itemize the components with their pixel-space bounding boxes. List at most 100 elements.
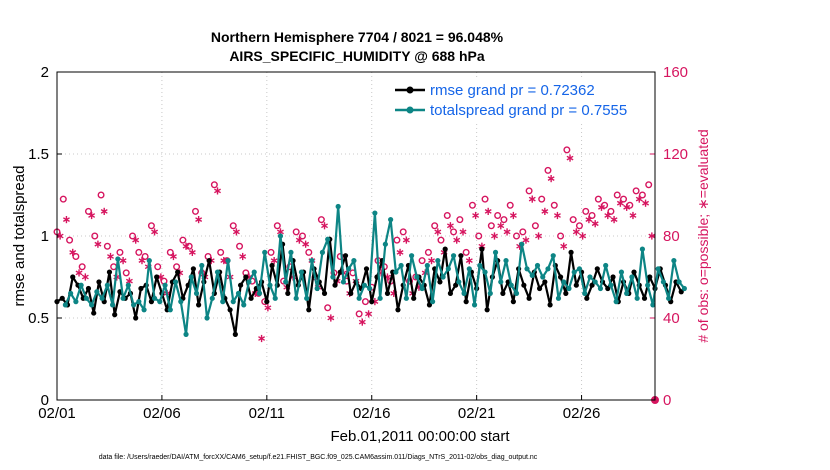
rmse-point [631,269,637,275]
evaluated-obs-marker [610,216,618,224]
spread-point [487,290,493,296]
star-stroke [585,217,593,223]
possible-obs-marker [173,263,181,271]
spread-point [429,299,436,305]
rmse-point [348,290,354,296]
possible-obs-marker [563,146,571,154]
spread-point [482,269,488,275]
x-axis-ticks: 02/01 02/06 02/11 02/16 02/21 02/26 [38,395,600,422]
star-stroke [522,237,530,243]
star-stroke [465,258,473,264]
spread-point [304,295,310,301]
y2-tick-label: 160 [663,64,688,81]
star-stroke [402,237,410,243]
possible-obs-marker [141,252,149,260]
spread-point [629,274,635,280]
evaluated-obs-marker [434,228,442,236]
spread-point [99,295,105,301]
x-axis-label: Feb.01,2011 00:00:00 start [330,428,510,445]
spread-point [251,269,257,275]
star-stroke [195,217,203,223]
star-stroke [478,243,486,249]
star-stroke [503,229,511,235]
spread-point [524,266,530,272]
star-stroke [132,237,140,243]
rmse-point [285,290,291,296]
spread-point [162,282,168,288]
spread-point [503,258,509,264]
evaluated-obs-marker [295,236,303,244]
possible-obs-marker [582,207,590,215]
rmse-point [342,253,349,259]
evaluated-obs-marker [75,269,83,277]
star-stroke [125,278,133,284]
spread-point [199,262,205,269]
spread-point [655,266,661,272]
spread-point [172,279,179,285]
spread-point [471,302,478,308]
spread-point [566,285,572,292]
spread-point [204,315,210,321]
spread-point [513,290,520,296]
evaluated-obs-marker [547,175,555,183]
spread-point [130,302,137,308]
spread-point [225,258,231,264]
spread-point [68,290,74,296]
star-stroke [598,204,605,210]
evaluated-obs-marker [535,232,543,240]
star-stroke [579,233,587,239]
star-stroke [547,176,555,182]
possible-obs-marker [393,236,401,244]
possible-obs-marker [166,248,174,256]
rmse-point [190,266,196,272]
possible-obs-marker [620,195,628,203]
evaluated-obs-marker [321,222,328,230]
spread-point [409,253,415,259]
spread-point [356,295,362,301]
x-tick-label: 02/16 [353,405,391,422]
y-tick-label: 1.5 [28,146,49,163]
possible-obs-marker [355,310,363,318]
spread-point [141,307,147,313]
rmse-point [206,258,212,264]
rmse-point [568,249,574,255]
star-stroke [566,155,574,161]
spread-point [262,249,268,255]
star-stroke [616,200,624,206]
possible-obs-marker [116,248,124,256]
plot-area-frame [56,71,656,401]
spread-point [351,258,357,264]
spread-point [220,299,226,305]
rmse-point [85,285,92,292]
evaluated-obs-marker [169,252,177,261]
spread-point [624,290,630,296]
spread-point [671,258,677,264]
rmse-point [526,295,532,301]
star-stroke [232,229,240,235]
rmse-point [411,295,417,301]
star-stroke [484,208,492,214]
evaluated-obs-marker [566,154,574,162]
evaluated-obs-marker [509,211,517,220]
star-stroke [396,249,404,255]
evaluated-obs-marker [585,216,593,224]
possible-obs-marker [500,216,508,224]
spread-point [110,302,116,308]
rmse-point [306,307,312,313]
possible-obs-marker [575,222,583,230]
rmse-point [536,285,543,292]
evaluated-obs-marker [270,257,278,265]
evaluated-obs-marker [579,232,587,240]
data-file-footer: data file: /Users/raeder/DAI/ATM_forcXX/… [99,454,538,461]
possible-obs-marker [217,248,225,256]
x-tick-label: 02/06 [143,405,181,422]
x-tick-label: 02/01 [38,405,76,422]
possible-obs-marker [437,236,445,244]
star-stroke [541,208,549,214]
spread-point [660,279,666,285]
spread-point [241,302,247,308]
evaluated-obs-marker [132,236,140,244]
evaluated-obs-marker [138,257,146,265]
rmse-point [678,289,684,295]
star-stroke [560,243,568,249]
